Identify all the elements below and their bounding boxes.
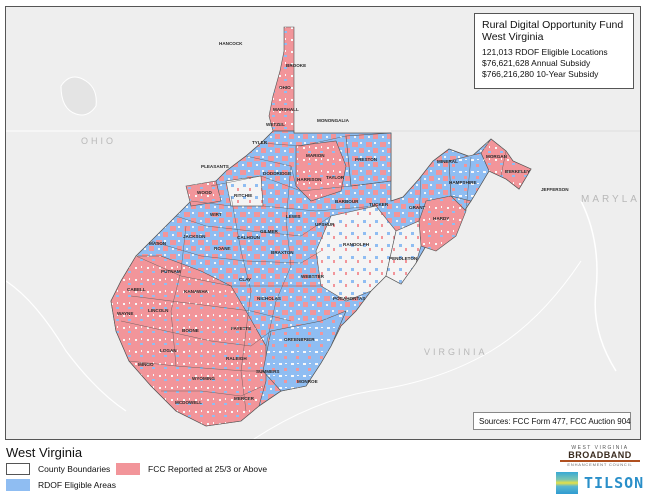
info-box: Rural Digital Opportunity Fund West Virg…	[474, 13, 634, 89]
county-label-wayne: WAYNE	[117, 311, 133, 316]
county-label-logan: LOGAN	[160, 348, 177, 353]
wvbb-sub-text: ENHANCEMENT COUNCIL	[567, 462, 633, 467]
state-label-virginia: VIRGINIA	[424, 347, 488, 357]
county-label-ohio: OHIO	[279, 85, 291, 90]
county-label-clay: CLAY	[239, 277, 251, 282]
wvbb-main-text: BROADBAND	[560, 451, 640, 462]
county-label-monongalia: MONONGALIA	[317, 118, 350, 123]
county-label-putnam: PUTNAM	[161, 269, 181, 274]
county-label-wirt: WIRT	[210, 212, 222, 217]
map-title: Rural Digital Opportunity Fund	[482, 19, 624, 31]
wv-broadband-logo: WEST VIRGINIA BROADBAND ENHANCEMENT COUN…	[560, 445, 640, 468]
state-label-maryland: MARYLAND	[581, 194, 640, 205]
county-label-upshur: UPSHUR	[315, 222, 335, 227]
legend-item-rdof-eligible: RDOF Eligible Areas	[6, 479, 116, 491]
county-label-mercer: MERCER	[234, 396, 255, 401]
legend-label: FCC Reported at 25/3 or Above	[148, 464, 268, 474]
county-label-fayette: FAYETTE	[231, 326, 251, 331]
sources-note: Sources: FCC Form 477, FCC Auction 904	[473, 412, 631, 430]
map-subtitle: West Virginia	[482, 31, 544, 43]
county-label-raleigh: RALEIGH	[226, 356, 247, 361]
wv-map: HANCOCK BROOKE OHIO MARSHALL WETZEL MONO…	[6, 26, 640, 439]
legend-label: RDOF Eligible Areas	[38, 480, 116, 490]
county-label-preston: PRESTON	[355, 157, 378, 162]
county-label-marion: MARION	[306, 153, 325, 158]
county-label-gilmer: GILMER	[260, 229, 279, 234]
county-label-jefferson: JEFFERSON	[541, 187, 569, 192]
tilson-mark-icon	[556, 472, 578, 494]
legend-item-county-boundaries: County Boundaries	[6, 463, 110, 475]
county-label-wood: WOOD	[197, 190, 212, 195]
stat-10yr-subsidy: $766,216,280 10-Year Subsidy	[482, 69, 599, 79]
county-label-mason: MASON	[149, 241, 167, 246]
county-label-monroe: MONROE	[297, 379, 318, 384]
logos: WEST VIRGINIA BROADBAND ENHANCEMENT COUN…	[550, 445, 645, 500]
legend: West Virginia County Boundaries FCC Repo…	[6, 446, 346, 500]
county-label-tucker: TUCKER	[369, 202, 389, 207]
county-label-nicholas: NICHOLAS	[257, 296, 281, 301]
rdof-eligible-swatch	[6, 479, 30, 491]
county-label-kanawha: KANAWHA	[184, 289, 209, 294]
county-label-greenbrier: GREENBRIER	[284, 337, 315, 342]
county-label-hardy: HARDY	[433, 216, 449, 221]
county-label-marshall: MARSHALL	[273, 107, 299, 112]
county-label-roane: ROANE	[214, 246, 231, 251]
county-boundary-swatch	[6, 463, 30, 475]
county-label-mcdowell: MCDOWELL	[175, 400, 202, 405]
county-label-wetzel: WETZEL	[266, 122, 285, 127]
wvbb-top-text: WEST VIRGINIA	[571, 445, 629, 451]
county-label-mineral: MINERAL	[437, 159, 458, 164]
tilson-logo: TILSON	[556, 472, 644, 494]
county-label-pendleton: PENDLETON	[389, 256, 418, 261]
county-label-pleasants: PLEASANTS	[201, 164, 229, 169]
county-label-wyoming: WYOMING	[192, 376, 215, 381]
legend-label: County Boundaries	[38, 464, 111, 474]
legend-item-fcc-reported: FCC Reported at 25/3 or Above	[116, 463, 267, 475]
legend-title: West Virginia	[6, 445, 83, 460]
stat-annual-subsidy: $76,621,628 Annual Subsidy	[482, 58, 591, 68]
state-label-ohio: OHIO	[81, 136, 117, 146]
county-label-lewis: LEWIS	[286, 214, 301, 219]
county-label-hampshire: HAMPSHIRE	[449, 180, 477, 185]
county-label-barbour: BARBOUR	[335, 199, 359, 204]
county-label-summers: SUMMERS	[256, 369, 279, 374]
county-label-mingo: MINGO	[138, 362, 154, 367]
county-label-taylor: TAYLOR	[326, 175, 345, 180]
county-label-morgan: MORGAN	[486, 154, 508, 159]
county-label-lincoln: LINCOLN	[148, 308, 169, 313]
stat-eligible-locations: 121,013 RDOF Eligible Locations	[482, 47, 608, 57]
county-label-ritchie: RITCHIE	[234, 193, 252, 198]
tilson-wordmark: TILSON	[584, 474, 645, 492]
county-label-brooke: BROOKE	[286, 63, 306, 68]
county-label-grant: GRANT	[409, 205, 426, 210]
county-label-calhoun: CALHOUN	[237, 235, 261, 240]
county-label-boone: BOONE	[182, 328, 199, 333]
county-label-hancock: HANCOCK	[219, 41, 243, 46]
county-label-webster: WEBSTER	[301, 274, 325, 279]
fcc-reported-swatch	[116, 463, 140, 475]
county-label-doddridge: DODDRIDGE	[263, 171, 291, 176]
county-label-harrison: HARRISON	[297, 177, 322, 182]
county-label-pocahontas: POCAHONTAS	[333, 296, 365, 301]
county-labels: HANCOCK BROOKE OHIO MARSHALL WETZEL MONO…	[117, 41, 569, 405]
county-label-jackson: JACKSON	[183, 234, 206, 239]
county-label-tyler: TYLER	[252, 140, 268, 145]
county-label-braxton: BRAXTON	[271, 250, 294, 255]
county-label-cabell: CABELL	[127, 287, 146, 292]
county-label-randolph: RANDOLPH	[343, 242, 370, 247]
county-label-berkeley: BERKELEY	[505, 169, 530, 174]
